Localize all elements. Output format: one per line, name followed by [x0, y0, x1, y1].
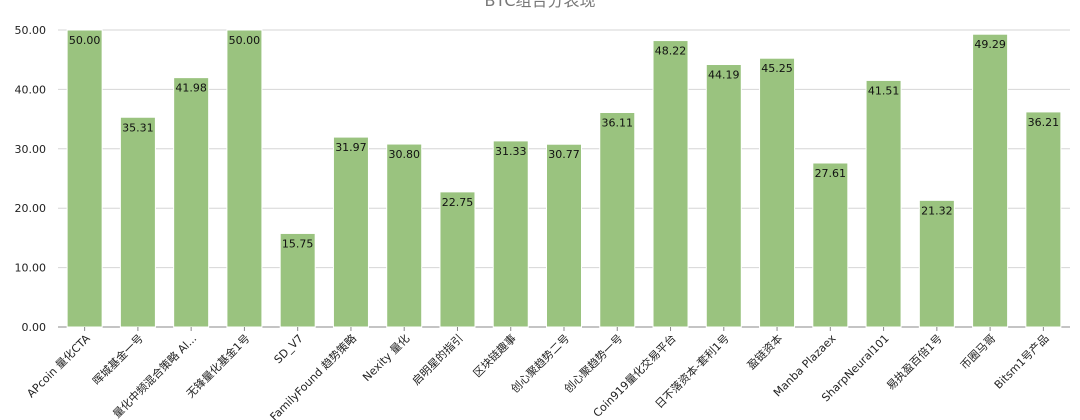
bar-value-label: 50.00: [69, 34, 101, 47]
bar-value-label: 45.25: [761, 62, 793, 75]
bar-value-label: 15.75: [282, 237, 314, 250]
bar-value-label: 36.11: [602, 117, 634, 130]
bar: [492, 140, 529, 328]
y-tick-label: 0.00: [22, 321, 47, 334]
x-tick-label: Nexity 量化: [360, 331, 413, 384]
bar-value-label: 30.77: [548, 148, 580, 161]
bar-value-label: 21.32: [921, 204, 953, 217]
y-tick-label: 30.00: [15, 143, 47, 156]
bar-value-label: 41.51: [868, 84, 900, 97]
bars: [66, 29, 1062, 328]
bar: [386, 143, 423, 328]
y-tick-label: 50.00: [15, 24, 47, 37]
bar-value-label: 41.98: [175, 82, 207, 95]
bar: [119, 116, 156, 328]
bar: [705, 64, 742, 328]
bar: [66, 29, 103, 328]
x-tick-label: 易执盈百倍1号: [883, 331, 945, 393]
y-tick-label: 20.00: [15, 202, 47, 215]
y-axis: 0.00 10.00 20.00 30.00 40.00 50.00: [15, 24, 47, 334]
bar: [759, 57, 796, 328]
x-tick-label: Bitsm1号产品: [991, 331, 1051, 391]
bar-value-label: 36.21: [1028, 116, 1060, 129]
y-tick-label: 40.00: [15, 83, 47, 96]
y-tick-label: 10.00: [15, 262, 47, 275]
bar-value-label: 30.80: [388, 148, 420, 161]
bar: [439, 191, 476, 328]
x-tick-label: SD_V7: [272, 332, 306, 366]
bar-value-label: 48.22: [655, 45, 687, 58]
bar-value-label: 49.29: [974, 38, 1006, 51]
bar: [226, 29, 263, 328]
x-tick-label: 盈链资本: [744, 331, 785, 372]
bar: [865, 79, 902, 328]
bar: [599, 112, 636, 328]
bar-value-label: 31.33: [495, 145, 527, 158]
bar: [918, 199, 955, 328]
bar-value-label: 31.97: [335, 141, 367, 154]
x-tick-label: 区块链趣事: [470, 331, 519, 380]
bar: [972, 33, 1009, 328]
bar: [652, 40, 689, 328]
bar-value-label: 50.00: [229, 34, 261, 47]
bar: [332, 136, 369, 328]
bar: [173, 77, 210, 328]
chart-title: BTC组合分表现: [485, 0, 596, 10]
x-tick-label: 启明星的指引: [409, 331, 466, 388]
bar-value-label: 44.19: [708, 69, 740, 82]
x-tick-label: FamilyFound 趋势策略: [267, 331, 359, 420]
x-tick-label: 币圈马哥: [958, 332, 998, 372]
bar-value-label: 35.31: [122, 121, 154, 134]
x-tick-label: 晖城基金一号: [89, 331, 146, 388]
bar: [546, 143, 582, 328]
bar-value-label: 22.75: [442, 196, 474, 209]
bar: [812, 162, 849, 328]
x-tick-label: APcoin 量化CTA: [24, 331, 93, 400]
bar-value-label: 27.61: [815, 167, 847, 180]
bar: [1025, 111, 1062, 328]
data-labels: 50.00 35.31 41.98 50.00 15.75 31.97 30.80 22.75…: [69, 34, 1059, 250]
